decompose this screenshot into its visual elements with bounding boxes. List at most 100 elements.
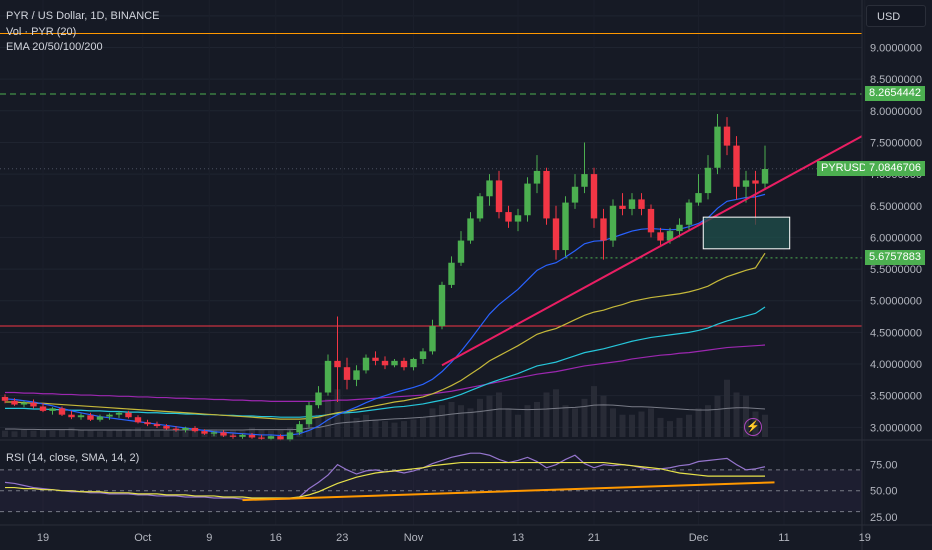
bearish-candle [343, 357, 351, 390]
volume-bar [401, 421, 407, 437]
volume-bar [638, 411, 645, 437]
candle-body [125, 412, 132, 418]
candle-body [96, 416, 104, 420]
bearish-candle [30, 399, 37, 409]
volume-bar [78, 430, 84, 437]
bearish-candle [600, 208, 607, 260]
bearish-candle [248, 433, 256, 439]
bullish-candle [324, 354, 332, 396]
candle-body [619, 205, 626, 209]
candle-body [106, 414, 113, 417]
volume-bar [572, 408, 578, 437]
candle-body [733, 145, 740, 187]
volume-bar [448, 402, 455, 437]
volume-bar [629, 414, 635, 437]
rsi-legend: RSI (14, close, SMA, 14, 2) [6, 452, 140, 464]
candle-body [334, 360, 341, 368]
candle-body [77, 415, 85, 418]
volume-bar [705, 405, 711, 437]
candle-body [343, 367, 351, 380]
volume-bar [268, 430, 274, 437]
bearish-candle [723, 117, 731, 156]
bearish-candle [543, 167, 550, 225]
bullish-candle [182, 426, 189, 433]
candle-body [429, 326, 436, 352]
candle-body [296, 424, 303, 433]
candle-body [172, 428, 180, 430]
lightning-icon[interactable]: ⚡ [744, 418, 762, 436]
bearish-candle [68, 410, 75, 420]
volume-bar [477, 398, 483, 437]
volume-bar [648, 408, 654, 437]
candle-body [153, 424, 161, 427]
time-tick-label: 19 [859, 532, 871, 544]
price-tick-label: 4.0000000 [870, 359, 922, 371]
volume-bar [49, 430, 56, 437]
currency-button[interactable]: USD [866, 5, 926, 27]
candle-body [210, 432, 218, 434]
bullish-candle [239, 433, 246, 439]
ema-lines [4, 193, 766, 437]
candle-body [752, 180, 759, 184]
bearish-candle [647, 204, 655, 238]
bearish-candle [191, 426, 199, 433]
drawings[interactable] [441, 135, 863, 367]
candle-body [163, 426, 170, 429]
candle-body [581, 174, 588, 187]
bullish-candle [676, 218, 683, 238]
volume-bar [277, 430, 284, 437]
price-tick-label: 9.0000000 [870, 42, 922, 54]
bullish-candle [685, 199, 693, 232]
volume-bar [610, 408, 616, 437]
time-tick-label: Nov [404, 532, 424, 544]
bearish-candle [144, 419, 151, 427]
volume-bar [21, 430, 27, 437]
candle-body [49, 408, 56, 411]
candle-body [552, 218, 560, 251]
candle-body [419, 351, 427, 359]
candle-body [704, 167, 712, 194]
bullish-candle [457, 231, 465, 266]
candle-body [495, 180, 503, 213]
bearish-candle [229, 433, 237, 439]
bullish-candle [296, 421, 303, 435]
volume-bar [458, 405, 464, 437]
candle-body [533, 170, 541, 184]
bullish-candle [419, 348, 427, 365]
candle-body [562, 202, 569, 251]
bullish-candle [448, 256, 455, 289]
bullish-candle [96, 414, 104, 422]
price-tick-label: 3.0000000 [870, 422, 922, 434]
volume-bar [600, 395, 607, 437]
candle-body [87, 415, 94, 420]
bullish-candle [49, 407, 56, 415]
rsi-sma-line [5, 461, 765, 499]
candles[interactable] [1, 113, 769, 442]
volume-bar [135, 427, 141, 437]
volume-bar [144, 430, 151, 437]
volume-bar [619, 414, 626, 437]
candle-body [514, 215, 522, 222]
bullish-candle [524, 177, 531, 222]
price-tick-label: 6.0000000 [870, 232, 922, 244]
bullish-candle [438, 281, 446, 330]
price-tick-label: 3.5000000 [870, 391, 922, 403]
bullish-candle [210, 431, 218, 437]
bullish-candle [486, 174, 493, 206]
time-tick-label: Dec [689, 532, 709, 544]
volume-bar [391, 422, 398, 437]
price-tick-label: 5.0000000 [870, 296, 922, 308]
volume-bar [382, 421, 388, 437]
volume-bar [125, 429, 132, 437]
volume-bar [59, 430, 65, 437]
bearish-candle [381, 356, 389, 370]
candle-body [286, 432, 294, 440]
bearish-candle [638, 193, 645, 216]
time-tick-label: 13 [512, 532, 524, 544]
bullish-candle [391, 358, 398, 368]
volume-bar [733, 392, 740, 437]
candle-body [638, 199, 645, 209]
candle-body [381, 360, 389, 366]
candle-body [714, 126, 721, 168]
